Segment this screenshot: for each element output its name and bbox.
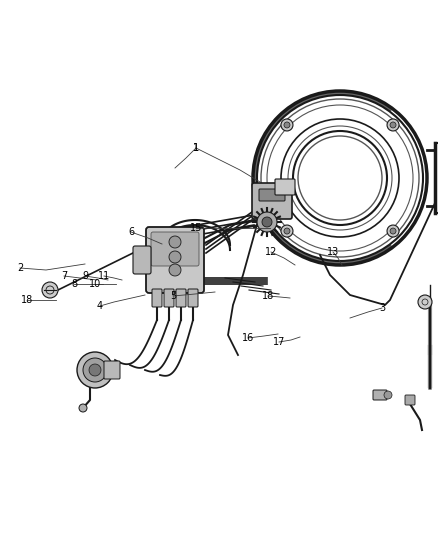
FancyBboxPatch shape xyxy=(146,227,204,293)
Circle shape xyxy=(384,391,392,399)
Circle shape xyxy=(284,228,290,234)
Text: 18: 18 xyxy=(21,295,33,305)
Text: 8: 8 xyxy=(71,279,77,289)
Circle shape xyxy=(390,122,396,128)
Text: 1: 1 xyxy=(193,143,199,153)
Text: 12: 12 xyxy=(265,247,277,257)
FancyBboxPatch shape xyxy=(259,189,285,201)
Circle shape xyxy=(387,225,399,237)
FancyBboxPatch shape xyxy=(252,183,292,219)
Circle shape xyxy=(42,282,58,298)
Text: 3: 3 xyxy=(379,303,385,313)
Circle shape xyxy=(390,228,396,234)
Circle shape xyxy=(281,225,293,237)
Circle shape xyxy=(262,217,272,227)
Text: 11: 11 xyxy=(98,271,110,281)
FancyBboxPatch shape xyxy=(104,361,120,379)
FancyBboxPatch shape xyxy=(188,289,198,307)
Circle shape xyxy=(169,264,181,276)
Circle shape xyxy=(257,212,277,232)
Text: 7: 7 xyxy=(61,271,67,281)
Text: 6: 6 xyxy=(128,227,134,237)
FancyBboxPatch shape xyxy=(275,179,295,195)
FancyBboxPatch shape xyxy=(373,390,387,400)
Text: 1: 1 xyxy=(193,143,199,153)
FancyBboxPatch shape xyxy=(151,232,199,266)
Circle shape xyxy=(284,122,290,128)
Circle shape xyxy=(77,352,113,388)
Text: 18: 18 xyxy=(262,291,274,301)
FancyBboxPatch shape xyxy=(164,289,174,307)
FancyBboxPatch shape xyxy=(133,246,151,274)
Text: 9: 9 xyxy=(82,271,88,281)
FancyBboxPatch shape xyxy=(152,289,162,307)
Text: 2: 2 xyxy=(17,263,23,273)
Circle shape xyxy=(169,236,181,248)
Circle shape xyxy=(169,251,181,263)
FancyBboxPatch shape xyxy=(176,289,186,307)
Circle shape xyxy=(281,119,293,131)
Circle shape xyxy=(387,119,399,131)
Text: 17: 17 xyxy=(273,337,285,347)
Text: 4: 4 xyxy=(97,301,103,311)
Text: 16: 16 xyxy=(242,333,254,343)
Text: 5: 5 xyxy=(170,291,176,301)
Circle shape xyxy=(89,364,101,376)
FancyBboxPatch shape xyxy=(405,395,415,405)
Circle shape xyxy=(83,358,107,382)
Text: 10: 10 xyxy=(89,279,101,289)
Text: 13: 13 xyxy=(327,247,339,257)
Text: 15: 15 xyxy=(190,223,202,233)
Circle shape xyxy=(418,295,432,309)
Circle shape xyxy=(79,404,87,412)
